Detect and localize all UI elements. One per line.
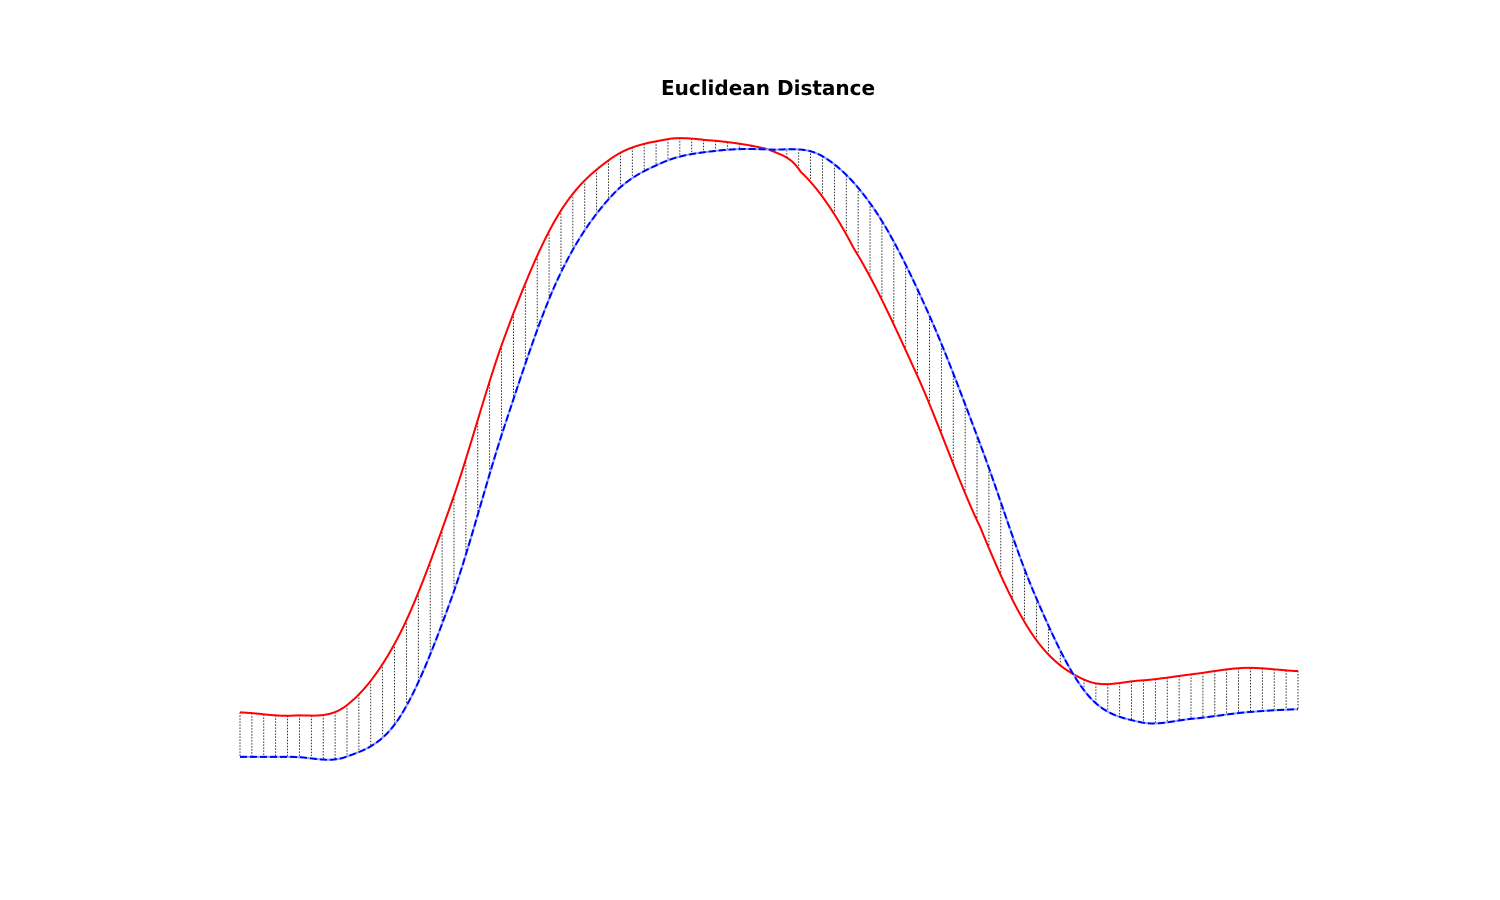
chart-title: Euclidean Distance	[660, 76, 876, 100]
series-blue-underline	[240, 148, 1299, 761]
distance-connectors	[239, 138, 1299, 760]
series-red-line	[239, 137, 1299, 717]
series-blue-line	[240, 148, 1299, 761]
